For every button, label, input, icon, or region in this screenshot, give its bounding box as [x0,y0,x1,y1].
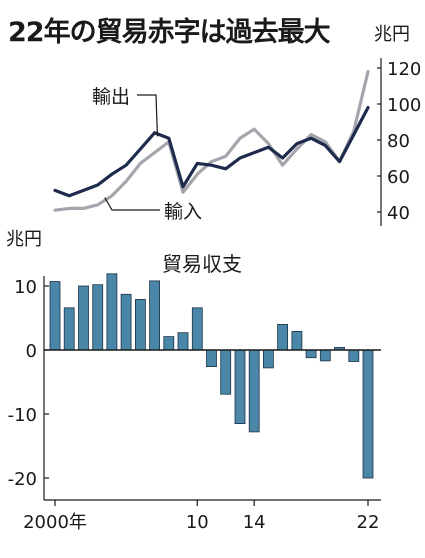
trade-balance-bar [277,323,289,351]
x-axis-tick-label: 22 [357,512,380,533]
trade-balance-bar [362,349,374,479]
line-chart-y-tick-label: 40 [387,203,410,224]
trade-balance-bar [106,273,118,351]
trade-balance-bar [149,280,161,351]
line-chart-y-tick-label: 60 [387,167,410,188]
bar-chart-title: 貿易収支 [162,252,242,276]
line-chart-y-tick-label: 100 [387,95,421,116]
line-chart-y-tick-label: 80 [387,131,410,152]
trade-balance-bar [248,349,260,433]
trade-balance-bar [220,349,232,395]
line-chart-y-tick-label: 120 [387,59,421,80]
bar-chart-y-tick-label: 10 [14,277,37,298]
trade-balance-bar [191,307,203,351]
trade-balance-bar [234,349,246,424]
trade-balance-bar [348,349,360,362]
trade-balance-bar [63,307,75,351]
bar-chart-y-tick-label: -10 [8,405,37,426]
trade-balance-bar [262,349,274,369]
trade-balance-bar [92,284,104,351]
line-chart-unit-label: 兆円 [374,24,410,45]
import-label-leader [104,197,160,211]
bar-chart-y-tick-label: 0 [26,341,37,362]
trade-balance-bar [78,285,89,351]
x-axis-tick-label: 2000年 [23,512,87,533]
chart-title: 22年の貿易赤字は過去最大 [8,17,331,48]
x-axis-tick-label: 10 [186,512,209,533]
bar-chart-unit-label: 兆円 [6,229,42,250]
trade-balance-bar [134,298,146,351]
bar-chart-y-tick-label: -20 [8,469,37,490]
import-series-line [53,69,370,212]
trade-balance-bar [163,336,175,351]
trade-balance-bar [177,332,189,351]
x-axis-tick-label: 14 [243,512,266,533]
trade-balance-bar [305,349,317,359]
trade-balance-bar [319,349,331,362]
export-label-leader [137,94,159,137]
export-series-label: 輸出 [92,86,130,108]
import-series-label: 輸入 [164,201,202,223]
trade-balance-bar [291,330,303,351]
trade-balance-bar [206,349,217,368]
trade-balance-bar [49,281,61,351]
trade-balance-bar [120,293,132,351]
export-series-line [53,105,370,198]
